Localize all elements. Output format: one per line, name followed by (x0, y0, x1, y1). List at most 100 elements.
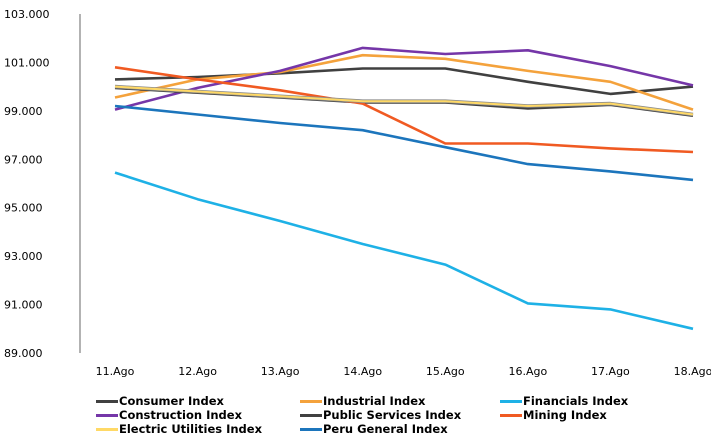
data-point-consumer-index (114, 78, 116, 80)
legend-item-mining-index: Mining Index (500, 408, 700, 422)
data-point-construction-index (196, 87, 198, 89)
data-point-mining-index (196, 78, 198, 80)
series-line-industrial-index (114, 53, 694, 111)
data-point-electric-utilities-index (279, 95, 281, 97)
series-layer (114, 46, 694, 331)
data-point-mining-index (444, 142, 446, 144)
data-point-construction-index (362, 47, 364, 49)
legend-swatch-consumer-index (96, 399, 118, 403)
legend-label: Industrial Index (323, 394, 426, 408)
y-tick-label: 97.000 (4, 153, 43, 166)
legend-swatch-public-services-index (300, 413, 322, 417)
data-point-mining-index (527, 142, 529, 144)
x-tick-label: 14.Ago (343, 365, 382, 378)
legend-label: Peru General Index (323, 422, 448, 436)
data-point-consumer-index (609, 93, 611, 95)
data-point-electric-utilities-index (196, 90, 198, 92)
legend-label: Mining Index (523, 408, 607, 422)
legend-swatch-financials-index (500, 399, 522, 403)
y-tick-label: 91.000 (4, 299, 43, 312)
data-point-peru-general-index (196, 113, 198, 115)
legend-label: Electric Utilities Index (119, 422, 263, 436)
series-line-electric-utilities-index (114, 85, 694, 116)
data-point-electric-utilities-index (444, 100, 446, 102)
line-chart: 89.000 91.000 93.000 95.000 97.000 99.000 101.… (4, 8, 711, 378)
legend-label: Financials Index (523, 394, 629, 408)
legend-swatch-industrial-index (300, 399, 322, 403)
y-tick-label: 93.000 (4, 250, 43, 263)
x-tick-label: 17.Ago (591, 365, 630, 378)
data-point-peru-general-index (362, 129, 364, 131)
data-point-industrial-index (692, 108, 694, 110)
data-point-industrial-index (362, 54, 364, 56)
data-point-peru-general-index (692, 179, 694, 181)
data-point-financials-index (279, 220, 281, 222)
data-point-consumer-index (362, 67, 364, 69)
legend-item-peru-general-index: Peru General Index (300, 422, 500, 436)
x-tick-label: 12.Ago (178, 365, 217, 378)
legend-item-construction-index: Construction Index (96, 408, 300, 422)
legend-swatch-construction-index (96, 413, 118, 417)
data-point-construction-index (527, 49, 529, 51)
data-point-financials-index (609, 308, 611, 310)
x-tick-label: 18.Ago (674, 365, 711, 378)
legend-swatch-electric-utilities-index (96, 427, 118, 431)
series-line-peru-general-index (114, 104, 694, 182)
data-point-industrial-index (527, 70, 529, 72)
x-tick-label: 11.Ago (96, 365, 135, 378)
series-line-construction-index (114, 46, 694, 111)
data-point-electric-utilities-index (527, 105, 529, 107)
data-point-financials-index (692, 328, 694, 330)
data-point-peru-general-index (114, 105, 116, 107)
x-axis-ticks: 11.Ago 12.Ago 13.Ago 14.Ago 15.Ago 16.Ago 17.A… (96, 365, 711, 378)
legend-swatch-mining-index (500, 413, 522, 417)
legend-item-electric-utilities-index: Electric Utilities Index (96, 422, 300, 436)
data-point-mining-index (114, 66, 116, 68)
data-point-financials-index (444, 263, 446, 265)
data-point-consumer-index (196, 76, 198, 78)
x-tick-label: 16.Ago (508, 365, 547, 378)
y-axis-ticks: 89.000 91.000 93.000 95.000 97.000 99.000 101.… (4, 8, 50, 360)
series-line-mining-index (114, 66, 694, 154)
data-point-financials-index (362, 243, 364, 245)
data-point-peru-general-index (444, 146, 446, 148)
data-point-industrial-index (444, 58, 446, 60)
legend: Consumer Index Industrial Index Financia… (96, 394, 711, 436)
data-point-financials-index (527, 302, 529, 304)
data-point-electric-utilities-index (692, 113, 694, 115)
legend-item-consumer-index: Consumer Index (96, 394, 300, 408)
data-point-peru-general-index (527, 163, 529, 165)
data-point-industrial-index (609, 81, 611, 83)
legend-label: Consumer Index (119, 394, 224, 408)
data-point-electric-utilities-index (362, 100, 364, 102)
data-point-electric-utilities-index (114, 85, 116, 87)
y-tick-label: 95.000 (4, 202, 43, 215)
data-point-financials-index (114, 171, 116, 173)
x-tick-label: 13.Ago (261, 365, 300, 378)
data-point-consumer-index (444, 67, 446, 69)
y-tick-label: 99.000 (4, 105, 43, 118)
y-tick-label: 101.000 (4, 56, 50, 69)
data-point-construction-index (444, 53, 446, 55)
data-point-mining-index (692, 151, 694, 153)
legend-item-public-services-index: Public Services Index (300, 408, 500, 422)
series-line-financials-index (114, 171, 694, 331)
data-point-construction-index (609, 65, 611, 67)
legend-swatch-peru-general-index (300, 427, 322, 431)
legend-label: Construction Index (119, 408, 242, 422)
legend-label: Public Services Index (323, 408, 462, 422)
data-point-mining-index (279, 89, 281, 91)
data-point-construction-index (279, 70, 281, 72)
data-point-consumer-index (527, 81, 529, 83)
legend-item-financials-index: Financials Index (500, 394, 700, 408)
y-tick-label: 89.000 (4, 347, 43, 360)
series-line-consumer-index (114, 67, 694, 96)
data-point-construction-index (114, 108, 116, 110)
data-point-industrial-index (114, 96, 116, 98)
data-point-financials-index (196, 198, 198, 200)
x-tick-label: 15.Ago (426, 365, 465, 378)
data-point-electric-utilities-index (609, 102, 611, 104)
data-point-construction-index (692, 84, 694, 86)
legend-item-industrial-index: Industrial Index (300, 394, 500, 408)
y-tick-label: 103.000 (4, 8, 50, 21)
